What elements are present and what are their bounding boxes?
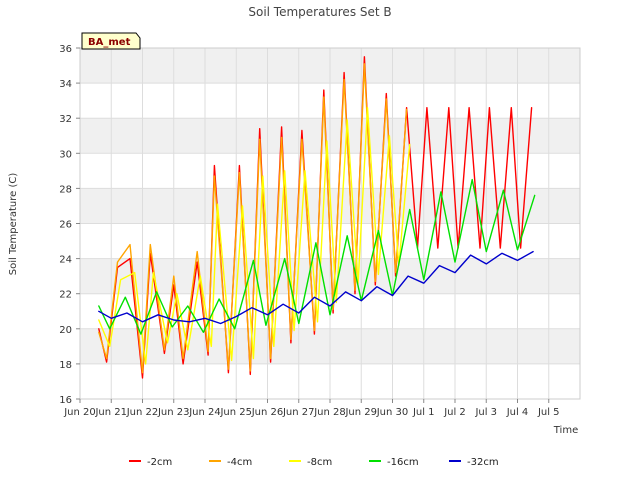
y-tick-label: 30 bbox=[59, 149, 72, 160]
y-tick-label: 28 bbox=[59, 184, 72, 195]
site-badge-box bbox=[81, 32, 141, 50]
series-line-minus-32cm bbox=[98, 250, 534, 325]
x-tick-label: Jun 28 bbox=[313, 407, 346, 418]
x-tick-label: Jun 23 bbox=[157, 407, 190, 418]
y-tick-label: 32 bbox=[59, 114, 72, 125]
legend: -2cm -4cm -8cm -16cm -32cm bbox=[129, 457, 499, 468]
x-tick-label: Jun 20 bbox=[63, 407, 96, 418]
series-line-minus-8cm bbox=[98, 106, 411, 365]
site-badge-label: BA_met bbox=[88, 37, 131, 48]
x-tick-label: Jul 4 bbox=[506, 407, 529, 418]
x-tick-label: Jun 29 bbox=[344, 407, 377, 418]
legend-label: -2cm bbox=[147, 457, 172, 468]
site-badge: BA_met bbox=[81, 32, 141, 50]
x-tick-label: Jun 21 bbox=[94, 407, 127, 418]
y-axis-title: Soil Temperature (C) bbox=[8, 173, 19, 276]
x-tick-label: Jun 26 bbox=[251, 407, 284, 418]
x-tick-label: Jun 30 bbox=[376, 407, 409, 418]
legend-label: -8cm bbox=[307, 457, 332, 468]
y-tick-label: 26 bbox=[59, 220, 72, 231]
chart-title: Soil Temperatures Set B bbox=[248, 5, 391, 19]
y-axis-ticks: 16 18 20 22 24 26 28 30 32 34 36 bbox=[59, 44, 80, 406]
y-tick-label: 36 bbox=[59, 44, 72, 55]
x-tick-label: Jun 22 bbox=[126, 407, 159, 418]
x-tick-label: Jul 5 bbox=[537, 407, 560, 418]
y-tick-label: 18 bbox=[59, 360, 72, 371]
legend-label: -4cm bbox=[227, 457, 252, 468]
x-tick-label: Jul 2 bbox=[443, 407, 466, 418]
y-tick-label: 24 bbox=[59, 255, 72, 266]
x-axis-title: Time bbox=[553, 425, 578, 436]
y-tick-label: 34 bbox=[59, 79, 72, 90]
x-tick-label: Jun 24 bbox=[188, 407, 221, 418]
legend-label: -32cm bbox=[467, 457, 499, 468]
y-tick-label: 16 bbox=[59, 395, 72, 406]
y-tick-label: 22 bbox=[59, 290, 72, 301]
x-tick-label: Jul 3 bbox=[474, 407, 497, 418]
x-tick-label: Jun 27 bbox=[282, 407, 315, 418]
x-tick-label: Jun 25 bbox=[219, 407, 252, 418]
legend-label: -16cm bbox=[387, 457, 419, 468]
y-tick-label: 20 bbox=[59, 325, 72, 336]
series-lines bbox=[98, 56, 536, 379]
series-line-minus-16cm bbox=[98, 178, 536, 335]
x-axis-ticks: Jun 20 Jun 21 Jun 22 Jun 23 Jun 24 Jun 25 Jun … bbox=[63, 399, 560, 418]
x-tick-label: Jul 1 bbox=[412, 407, 435, 418]
